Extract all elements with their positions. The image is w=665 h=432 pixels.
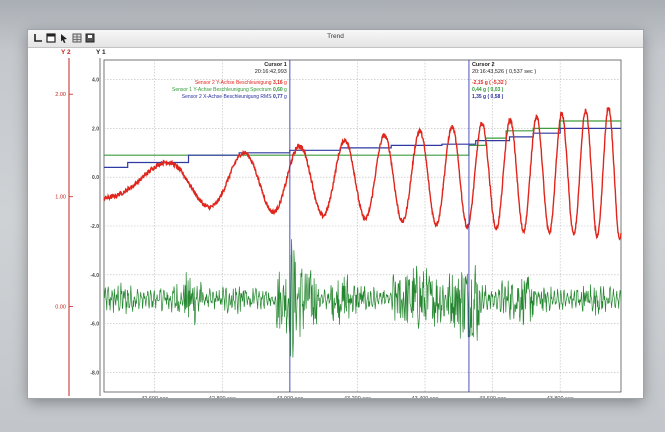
grid [103, 59, 622, 393]
y1-tick-label: -8.0 [90, 370, 99, 376]
cursor2-title: Cursor 2 [472, 62, 495, 68]
x-tick-label: 43,400 sec [412, 396, 439, 398]
window-title: Trend [327, 33, 344, 40]
cursor1-row: Sensor 2 Y-Achse Beschleunigung 3,16 g [195, 80, 287, 86]
axis-mode-icon[interactable] [32, 32, 44, 44]
series-line-red-acceleration [103, 107, 622, 241]
trend-chart[interactable]: 4.0 2.0 0.0 -2.0 -4.0 -6.0 -8.0 42,600 sec 42,80… [28, 30, 643, 398]
cursor2-row: -2,15 g ( -5,32 ) [472, 80, 507, 86]
toolbar: Trend [28, 30, 643, 48]
series-layer [103, 107, 622, 358]
y1-tick-label: -6.0 [90, 322, 99, 328]
cursor-readouts: Cursor 120:16:42,993 Sensor 2 Y-Achse Bes… [172, 62, 536, 100]
cursor1-row: Sensor 2 X-Achse Beschleunigung RMS 0,77… [182, 94, 287, 100]
cursor1-row: Sensor 1 Y-Achse Beschleunigung Spectrum… [172, 87, 287, 93]
cursor2-row: 0,44 g ( 0,03 ) [472, 87, 504, 93]
cursor2-row: 1,35 g ( 0,58 ) [472, 94, 504, 100]
cursor-layer[interactable] [289, 60, 470, 392]
y2-tick-label: 0.00 [55, 305, 66, 311]
x-tick-label: 43,800 sec [547, 396, 574, 398]
y2-axis-label: Y 2 [61, 49, 71, 56]
cursor1-time: 20:16:42,993 [255, 69, 287, 75]
series-line-green-vibration [103, 239, 622, 358]
x-tick-label: 43,000 sec [276, 396, 303, 398]
y1-axis-label: Y 1 [96, 49, 106, 56]
y2-tick-label: 2.00 [55, 92, 66, 98]
y1-tick-label: 4.0 [92, 78, 99, 84]
cursor2-time: 20:16:43,526 ( 0,537 sec ) [472, 69, 536, 75]
y2-tick-label: 1.00 [55, 195, 66, 201]
x-tick-label: 42,600 sec [141, 396, 168, 398]
y1-tick-label: 0.0 [92, 175, 99, 181]
x-tick-label: 42,800 sec [209, 396, 236, 398]
y1-tick-label: -4.0 [90, 273, 99, 279]
axes-layer: 4.0 2.0 0.0 -2.0 -4.0 -6.0 -8.0 42,600 sec 42,80… [55, 58, 574, 398]
trend-window: Trend Y 2 Y 1 4.02.00.0-2.0-4.0-6.0-8.04… [28, 30, 643, 398]
x-tick-label: 43,200 sec [344, 396, 371, 398]
table-icon[interactable] [71, 32, 83, 44]
cursor-tool-icon[interactable] [58, 32, 70, 44]
window-icon[interactable] [45, 32, 57, 44]
x-tick-label: 43,600 sec [479, 396, 506, 398]
export-icon[interactable] [84, 32, 96, 44]
y1-tick-label: 2.0 [92, 126, 99, 132]
y1-tick-label: -2.0 [90, 224, 99, 230]
cursor1-title: Cursor 1 [264, 62, 287, 68]
